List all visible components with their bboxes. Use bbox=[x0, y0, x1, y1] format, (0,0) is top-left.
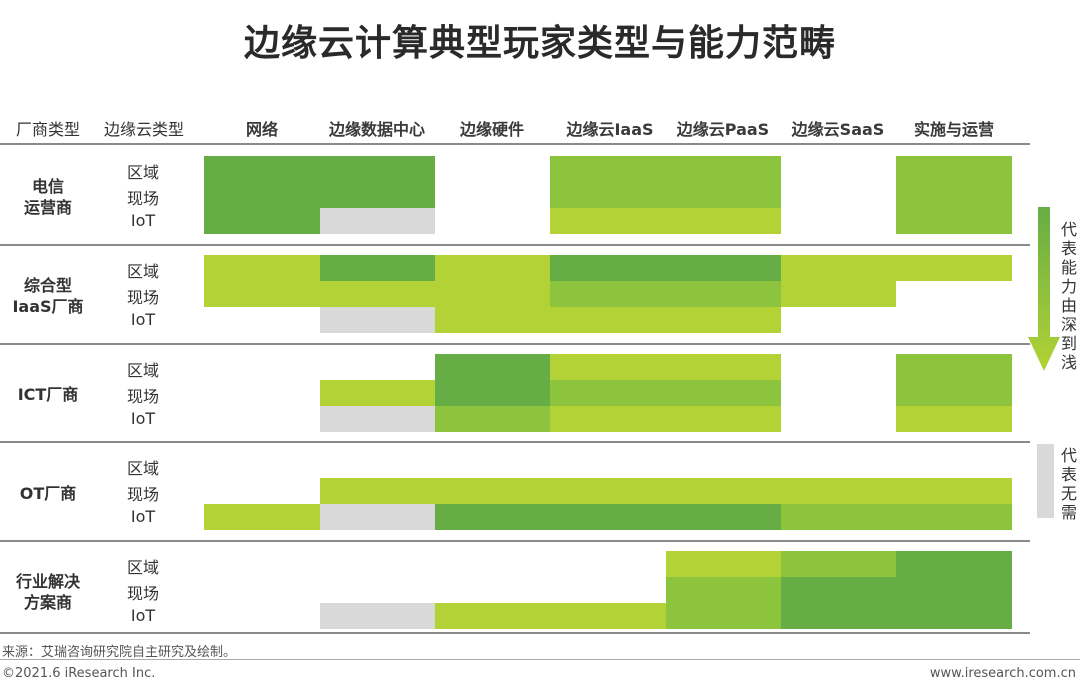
sub-row-label: 现场 bbox=[126, 584, 159, 603]
depth-arrow-icon bbox=[1028, 207, 1060, 371]
vendor-label: 综合型 IaaS厂商 bbox=[0, 275, 96, 317]
column-header: 边缘云PaaS bbox=[676, 120, 770, 139]
sub-row-label: 区域 bbox=[126, 459, 159, 478]
sub-row-label: 现场 bbox=[126, 387, 159, 406]
column-header: 网络 bbox=[245, 120, 278, 139]
capability-cell bbox=[550, 354, 781, 380]
sub-row-label: IoT bbox=[130, 211, 156, 230]
column-header: 边缘云IaaS bbox=[566, 120, 654, 139]
sub-row-label: 区域 bbox=[126, 163, 159, 182]
capability-cell bbox=[320, 380, 435, 406]
vendor-label-line: 运营商 bbox=[23, 198, 72, 217]
capability-cell bbox=[320, 406, 435, 432]
capability-cell bbox=[435, 504, 781, 530]
capability-cell bbox=[550, 406, 781, 432]
vendor-label-line: 行业解决 bbox=[15, 572, 80, 591]
column-header: 边缘数据中心 bbox=[328, 120, 425, 139]
capability-cell bbox=[550, 281, 781, 307]
capability-cell bbox=[550, 208, 781, 234]
capability-cell bbox=[781, 551, 896, 577]
source-note: 来源：艾瑞咨询研究院自主研究及绘制。 bbox=[2, 645, 237, 660]
capability-cell bbox=[896, 354, 1012, 406]
copyright: ©2021.6 iResearch Inc. bbox=[2, 666, 156, 681]
capability-cell bbox=[896, 406, 1012, 432]
sub-row-label: 区域 bbox=[126, 262, 159, 281]
column-header: 边缘云SaaS bbox=[791, 120, 885, 139]
vendor-label: OT厂商 bbox=[0, 483, 96, 504]
capability-cell bbox=[550, 307, 781, 333]
sub-row-label: 现场 bbox=[126, 485, 159, 504]
capability-cell bbox=[204, 504, 320, 530]
group-divider bbox=[0, 343, 1030, 345]
page-title: 边缘云计算典型玩家类型与能力范畴 bbox=[243, 23, 836, 64]
capability-cell bbox=[666, 577, 781, 629]
capability-cell bbox=[550, 380, 781, 406]
legend-depth-text: 代表能力由深到浅 bbox=[1060, 220, 1077, 372]
vendor-label-line: IaaS厂商 bbox=[12, 297, 84, 316]
vendor-label-line: ICT厂商 bbox=[17, 384, 79, 404]
legend-gray-text: 代表无需 bbox=[1060, 446, 1077, 522]
capability-cell bbox=[896, 551, 1012, 577]
capability-cell bbox=[550, 255, 781, 281]
vendor-label-line: 电信 bbox=[31, 177, 64, 196]
sub-row-label: 现场 bbox=[126, 189, 159, 208]
header-divider bbox=[0, 143, 1030, 145]
capability-cell bbox=[550, 156, 781, 208]
vendor-label: ICT厂商 bbox=[0, 384, 96, 405]
capability-cell bbox=[435, 354, 550, 406]
capability-cell bbox=[781, 504, 1012, 530]
capability-cell bbox=[204, 255, 320, 307]
capability-cell bbox=[320, 307, 435, 333]
capability-cell bbox=[666, 551, 781, 577]
vendor-label-line: 综合型 bbox=[23, 276, 72, 295]
group-divider bbox=[0, 632, 1030, 634]
sub-row-label: 区域 bbox=[126, 558, 159, 577]
capability-cell bbox=[435, 255, 550, 333]
capability-cell bbox=[896, 156, 1012, 234]
capability-cell bbox=[320, 281, 435, 307]
group-divider bbox=[0, 244, 1030, 246]
sub-row-label: IoT bbox=[130, 409, 156, 428]
sub-row-label: 现场 bbox=[126, 288, 159, 307]
vendor-label-line: OT厂商 bbox=[19, 483, 77, 503]
vendor-label: 电信 运营商 bbox=[0, 176, 96, 218]
column-header: 边缘硬件 bbox=[459, 120, 524, 139]
sub-row-label: 区域 bbox=[126, 361, 159, 380]
capability-cell bbox=[435, 603, 666, 629]
sub-row-label: IoT bbox=[130, 507, 156, 526]
capability-cell bbox=[320, 478, 1012, 504]
header-cloud-type: 边缘云类型 bbox=[103, 120, 184, 139]
capability-cell bbox=[320, 255, 435, 281]
legend-gray-swatch bbox=[1037, 444, 1054, 518]
sub-row-label: IoT bbox=[130, 310, 156, 329]
group-divider bbox=[0, 540, 1030, 542]
group-divider bbox=[0, 441, 1030, 443]
column-header: 实施与运营 bbox=[913, 120, 994, 139]
header-vendor-type: 厂商类型 bbox=[15, 120, 80, 139]
capability-cell bbox=[320, 504, 435, 530]
footer-divider bbox=[0, 659, 1080, 660]
sub-row-label: IoT bbox=[130, 606, 156, 625]
vendor-label: 行业解决 方案商 bbox=[0, 571, 96, 613]
capability-cell bbox=[320, 208, 435, 234]
capability-cell bbox=[781, 577, 1012, 629]
capability-cell bbox=[320, 603, 435, 629]
capability-cell bbox=[896, 255, 1012, 281]
vendor-label-line: 方案商 bbox=[23, 593, 72, 612]
capability-cell bbox=[781, 255, 896, 307]
website: www.iresearch.com.cn bbox=[929, 666, 1076, 681]
capability-cell bbox=[435, 406, 550, 432]
